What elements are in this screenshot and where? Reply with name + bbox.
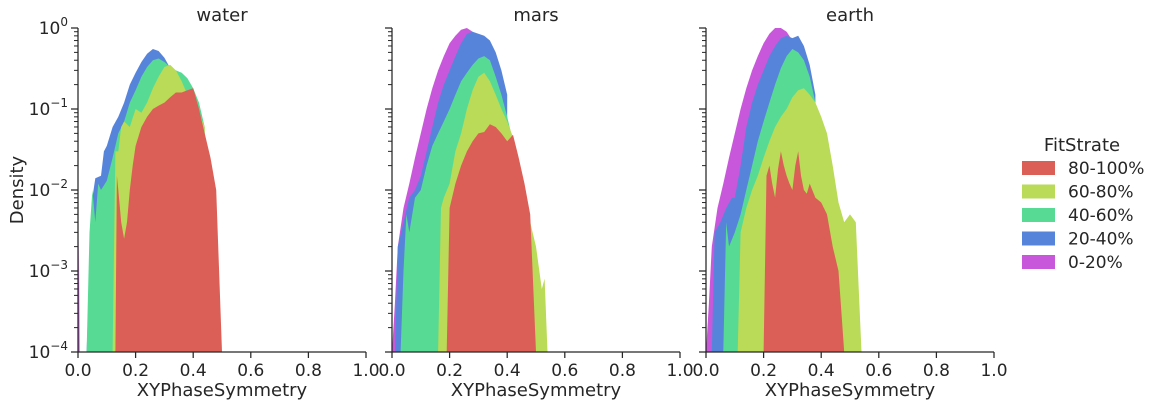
x-tick-label: 0.8	[923, 361, 950, 381]
panel-earth: 0.0 0.2 0.4 0.6 0.8 1.0 earth XYPhaseSymmetry	[692, 5, 1007, 401]
x-tick-label: 0.2	[122, 361, 149, 381]
x-tick-label: 1.0	[352, 361, 379, 381]
x-tick-label: 0.6	[865, 361, 892, 381]
x-tick-label: 0.4	[494, 361, 521, 381]
legend-swatch	[1022, 161, 1055, 175]
y-axis-label: Density	[7, 155, 28, 224]
panels: 10−4 10−3 10−2 10−1 100 0.0 0.2 0.4 0.6 0.8 1.0 wat…	[29, 5, 1008, 401]
density-areas	[392, 28, 548, 352]
legend: FitStrate 80-100% 60-80% 40-60% 20-40% 0-20%	[1022, 135, 1144, 273]
legend-label: 60-80%	[1068, 183, 1134, 203]
legend-item-0-20: 0-20%	[1022, 253, 1123, 273]
legend-label: 80-100%	[1068, 159, 1144, 179]
density-area-80-100	[763, 151, 845, 352]
y-tick-label: 10−1	[29, 96, 68, 120]
x-axis-label: XYPhaseSymmetry	[451, 380, 622, 401]
legend-swatch	[1022, 231, 1055, 246]
density-areas	[78, 49, 222, 352]
x-tick-label: 0.4	[180, 361, 207, 381]
panel-title: water	[196, 5, 248, 26]
x-tick-label: 0.2	[436, 361, 463, 381]
panel-title: mars	[513, 5, 558, 26]
x-tick-label: 0.8	[295, 361, 322, 381]
x-tick-label: 0.6	[237, 361, 264, 381]
x-axis-label: XYPhaseSymmetry	[765, 380, 936, 401]
x-tick-label: 0.4	[808, 361, 835, 381]
panel-mars: 0.0 0.2 0.4 0.6 0.8 1.0 mars XYPhaseSymmetry	[378, 5, 693, 401]
x-tick-label: 0.0	[692, 361, 719, 381]
density-area-80-100	[115, 88, 222, 352]
x-axis-label: XYPhaseSymmetry	[137, 380, 308, 401]
panel-water: 10−4 10−3 10−2 10−1 100 0.0 0.2 0.4 0.6 0.8 1.0 wat…	[29, 5, 380, 401]
legend-item-80-100: 80-100%	[1022, 159, 1144, 179]
panel-title: earth	[826, 5, 874, 26]
x-tick-label: 1.0	[980, 361, 1007, 381]
x-tick-label: 0.0	[64, 361, 91, 381]
legend-label: 0-20%	[1068, 253, 1123, 273]
density-area-80-100	[446, 124, 536, 352]
density-areas	[706, 28, 862, 352]
x-tick-label: 0.8	[609, 361, 636, 381]
legend-swatch	[1022, 255, 1055, 269]
x-tick-label: 1.0	[666, 361, 693, 381]
y-tick-label: 10−2	[29, 177, 68, 201]
y-tick-label: 10−3	[29, 258, 68, 282]
legend-label: 40-60%	[1068, 206, 1134, 226]
x-tick-label: 0.0	[378, 361, 405, 381]
legend-item-60-80: 60-80%	[1022, 183, 1134, 203]
y-tick-label: 10−4	[29, 339, 68, 363]
x-tick-label: 0.2	[750, 361, 777, 381]
legend-item-40-60: 40-60%	[1022, 206, 1134, 226]
legend-title: FitStrate	[1044, 135, 1120, 156]
legend-swatch	[1022, 208, 1055, 222]
x-tick-label: 0.6	[551, 361, 578, 381]
y-tick-label: 100	[39, 15, 68, 39]
legend-swatch	[1022, 184, 1055, 199]
density-area-0-20	[78, 238, 81, 352]
legend-label: 20-40%	[1068, 230, 1134, 250]
legend-item-20-40: 20-40%	[1022, 230, 1134, 250]
